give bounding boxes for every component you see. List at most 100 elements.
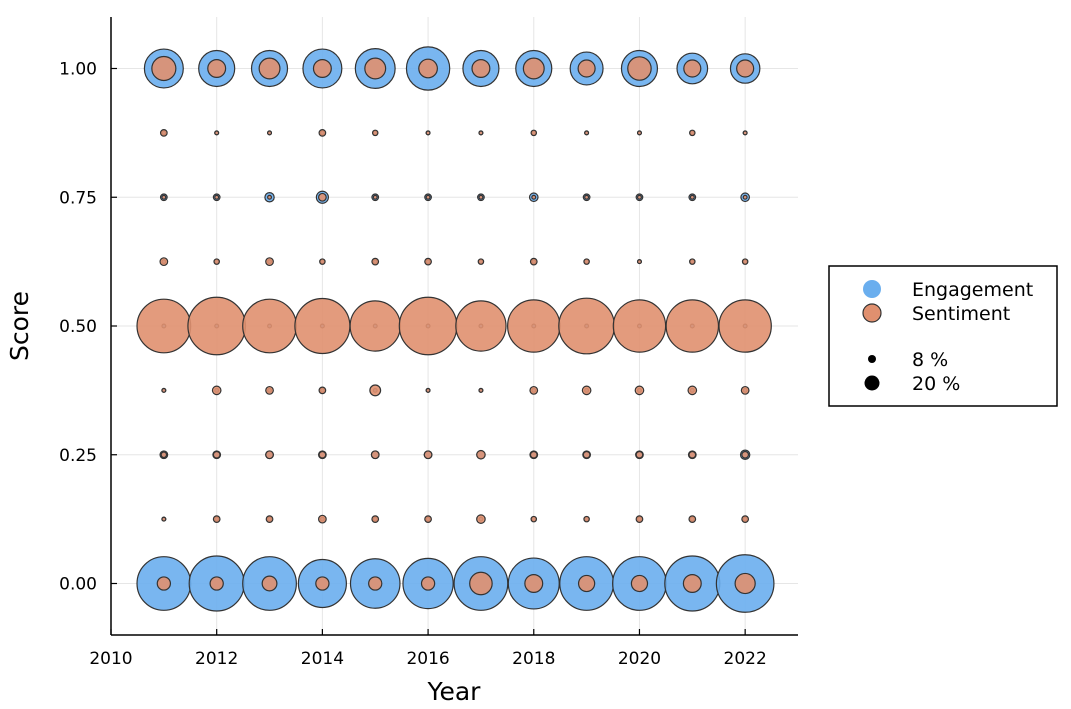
- y-tick-label: 0.25: [59, 446, 97, 466]
- x-tick-label: 2016: [406, 649, 449, 669]
- x-tick-label: 2012: [195, 649, 238, 669]
- point-sentiment: [151, 55, 177, 82]
- series-sentiment: [136, 55, 772, 596]
- point-sentiment: [418, 58, 438, 79]
- point-sentiment: [688, 450, 697, 459]
- point-sentiment: [318, 450, 327, 459]
- point-sentiment: [688, 515, 697, 524]
- y-tick-label: 1.00: [59, 60, 97, 80]
- legend-marker-sentiment: [862, 303, 882, 323]
- point-sentiment: [214, 130, 220, 136]
- point-sentiment: [370, 450, 380, 460]
- point-sentiment: [136, 298, 192, 354]
- point-sentiment: [317, 514, 327, 524]
- point-sentiment: [364, 57, 387, 80]
- point-sentiment: [741, 515, 750, 524]
- point-sentiment: [476, 514, 486, 524]
- point-sentiment: [635, 515, 644, 524]
- point-sentiment: [740, 385, 750, 395]
- point-sentiment: [530, 515, 538, 523]
- point-sentiment: [636, 130, 642, 136]
- point-sentiment: [267, 194, 273, 200]
- y-tick-label: 0.75: [59, 188, 97, 208]
- point-sentiment: [612, 299, 667, 353]
- point-sentiment: [425, 194, 431, 200]
- point-sentiment: [420, 576, 436, 591]
- point-sentiment: [209, 576, 224, 591]
- point-sentiment: [477, 258, 485, 265]
- point-sentiment: [160, 451, 168, 459]
- point-sentiment: [471, 59, 491, 78]
- point-sentiment: [371, 129, 379, 137]
- legend-size-marker: [864, 375, 880, 391]
- x-tick-label: 2010: [89, 649, 132, 669]
- x-tick-label: 2014: [301, 649, 344, 669]
- x-tick-label: 2018: [512, 649, 555, 669]
- point-sentiment: [634, 385, 645, 396]
- data-points: [136, 46, 775, 613]
- point-sentiment: [368, 576, 383, 591]
- point-sentiment: [265, 515, 274, 524]
- point-sentiment: [507, 299, 561, 353]
- point-sentiment: [369, 384, 382, 397]
- legend-label: Engagement: [912, 279, 1033, 301]
- point-sentiment: [630, 574, 649, 593]
- legend-size-label: 20 %: [912, 373, 960, 395]
- point-sentiment: [318, 386, 327, 395]
- y-axis-title: Score: [5, 291, 34, 361]
- point-sentiment: [265, 257, 274, 267]
- point-sentiment: [424, 257, 432, 266]
- point-sentiment: [455, 300, 507, 352]
- y-tick-label: 0.00: [59, 575, 97, 595]
- point-sentiment: [319, 258, 326, 265]
- point-sentiment: [530, 129, 538, 137]
- point-sentiment: [742, 194, 748, 200]
- point-sentiment: [265, 385, 274, 395]
- x-tick-label: 2022: [724, 649, 767, 669]
- point-sentiment: [584, 130, 590, 136]
- x-axis-title: Year: [427, 677, 482, 706]
- point-sentiment: [371, 257, 380, 266]
- point-sentiment: [734, 572, 756, 595]
- point-sentiment: [213, 258, 220, 265]
- point-sentiment: [741, 450, 750, 459]
- point-sentiment: [318, 128, 327, 137]
- legend-size-marker: [868, 355, 876, 363]
- point-sentiment: [636, 259, 642, 265]
- point-sentiment: [687, 385, 698, 396]
- point-sentiment: [583, 515, 590, 523]
- x-tick-label: 2020: [618, 649, 661, 669]
- point-sentiment: [423, 450, 433, 460]
- point-sentiment: [558, 297, 616, 355]
- point-sentiment: [582, 450, 591, 459]
- point-sentiment: [583, 258, 590, 265]
- point-sentiment: [211, 385, 222, 396]
- point-sentiment: [398, 296, 458, 356]
- point-sentiment: [469, 571, 493, 596]
- point-sentiment: [161, 387, 167, 393]
- point-sentiment: [581, 385, 592, 396]
- point-sentiment: [242, 298, 297, 354]
- point-sentiment: [315, 576, 330, 591]
- point-sentiment: [577, 574, 596, 593]
- point-sentiment: [529, 385, 539, 395]
- point-sentiment: [742, 130, 748, 136]
- point-sentiment: [161, 194, 167, 200]
- point-sentiment: [478, 387, 484, 393]
- point-sentiment: [476, 449, 486, 460]
- point-sentiment: [635, 450, 644, 459]
- legend-size-label: 8 %: [912, 349, 948, 371]
- point-sentiment: [689, 258, 696, 265]
- point-sentiment: [682, 574, 702, 593]
- point-sentiment: [265, 450, 274, 460]
- point-sentiment: [159, 128, 168, 137]
- point-sentiment: [522, 57, 545, 80]
- point-sentiment: [636, 194, 642, 200]
- point-sentiment: [258, 57, 281, 80]
- point-sentiment: [627, 56, 652, 81]
- point-sentiment: [478, 130, 484, 136]
- point-sentiment: [156, 576, 172, 591]
- point-sentiment: [161, 516, 167, 522]
- legend-marker-engagement: [863, 280, 881, 298]
